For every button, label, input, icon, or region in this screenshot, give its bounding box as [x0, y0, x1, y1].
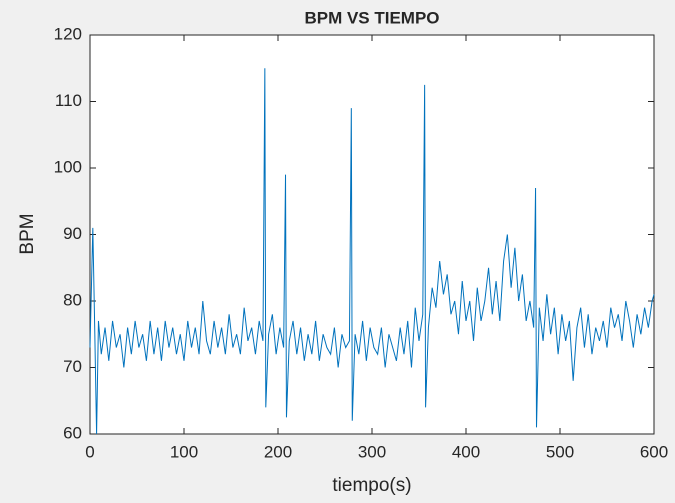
chart-title: BPM VS TIEMPO [304, 8, 439, 27]
data-line [89, 68, 655, 435]
x-tick-label: 400 [452, 442, 480, 461]
y-tick-label: 110 [55, 91, 82, 110]
y-tick-label: 120 [54, 24, 82, 43]
x-tick-label: 600 [640, 442, 668, 461]
x-tick-label: 300 [358, 442, 386, 461]
x-tick-label: 0 [85, 442, 94, 461]
x-tick-label: 100 [170, 442, 198, 461]
y-tick-label: 90 [63, 224, 82, 243]
y-tick-label: 70 [63, 357, 82, 376]
y-tick-label: 100 [54, 157, 82, 176]
y-tick-label: 80 [63, 290, 82, 309]
x-axis-label: tiempo(s) [332, 475, 411, 496]
plot-area [89, 34, 655, 435]
x-tick-label: 500 [546, 442, 574, 461]
x-tick-label: 200 [264, 442, 292, 461]
y-axis-label: BPM [17, 213, 38, 254]
y-tick-label: 60 [63, 423, 82, 442]
